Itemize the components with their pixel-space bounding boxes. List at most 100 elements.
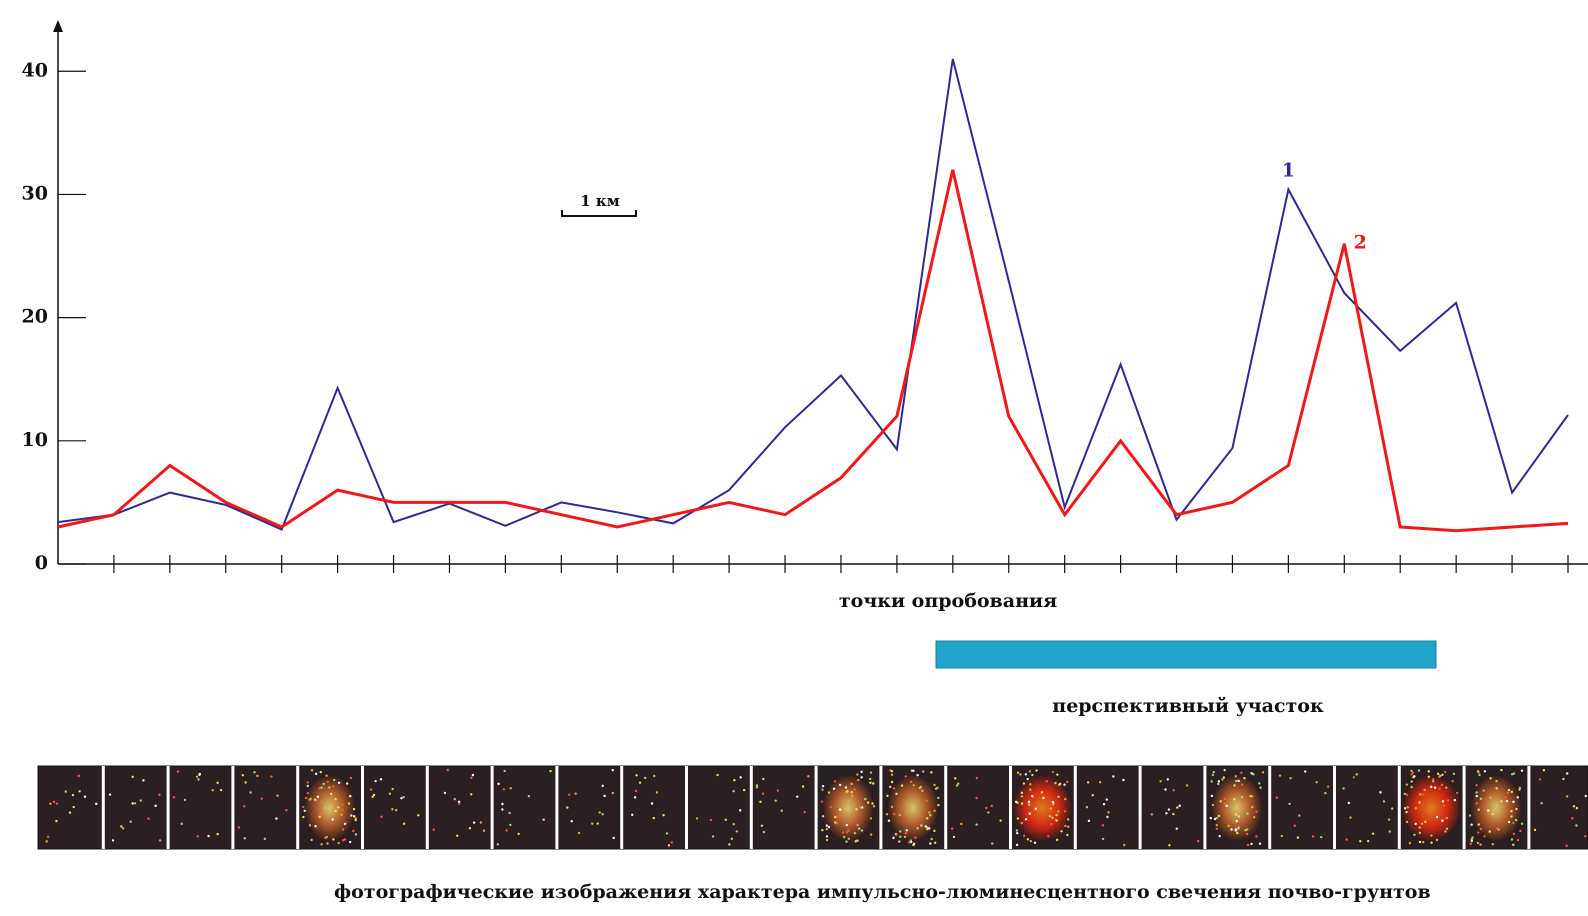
photo-dot	[1488, 830, 1490, 832]
photo-divider	[1527, 766, 1530, 849]
photo-dot	[712, 835, 714, 837]
photo-dot	[456, 835, 458, 837]
photo-dot	[826, 835, 828, 837]
photo-dot	[332, 785, 334, 787]
photo-dot	[1235, 780, 1237, 782]
photo-dot	[906, 829, 908, 831]
photo-dot	[807, 775, 809, 777]
photo-dot	[1289, 777, 1291, 779]
photo-dot	[803, 811, 805, 813]
photo-dot	[1224, 803, 1226, 805]
photo-dot	[1562, 778, 1564, 780]
photo-dot	[1405, 811, 1407, 813]
photo-dot	[1237, 827, 1239, 829]
photo-dot	[1492, 843, 1494, 845]
photo-dot	[1342, 787, 1344, 789]
photo-dot	[1021, 795, 1023, 797]
photo-dot	[497, 843, 499, 845]
photo-dot	[330, 793, 332, 795]
photo-dot	[528, 795, 530, 797]
photo-dot	[320, 843, 322, 845]
photo-dot	[350, 814, 352, 816]
photo-dot	[933, 830, 935, 832]
photo-dot	[1057, 796, 1059, 798]
photo-dot	[350, 777, 352, 779]
photo-dot	[1304, 770, 1306, 772]
photo-dot	[1517, 796, 1519, 798]
photo-dot	[510, 787, 512, 789]
photo-divider	[296, 766, 299, 849]
photo-dot	[326, 842, 328, 844]
photo-dot	[631, 814, 633, 816]
photo-glow	[1401, 774, 1461, 842]
photo-dot	[1439, 775, 1441, 777]
photo-dot	[131, 776, 133, 778]
photo-dot	[731, 838, 733, 840]
photo-dot	[1512, 844, 1514, 846]
photo-dot	[112, 839, 114, 841]
photo-dot	[184, 799, 186, 801]
photo-dot	[1345, 838, 1347, 840]
photo-dot	[848, 838, 850, 840]
photo-dot	[929, 842, 931, 844]
photo-dot	[391, 808, 393, 810]
photo-dot	[380, 778, 382, 780]
photo-dot	[352, 830, 354, 832]
photo-dot	[1418, 801, 1420, 803]
photo-dot	[69, 811, 71, 813]
y-tick-label: 30	[22, 182, 48, 204]
photo-dot	[867, 801, 869, 803]
photo-dot	[505, 829, 507, 831]
photo-dot	[335, 810, 337, 812]
photo-dot	[309, 798, 311, 800]
photo-dot	[953, 836, 955, 838]
photo-dot	[338, 782, 340, 784]
photo-dot	[470, 793, 472, 795]
photo-divider	[1203, 766, 1206, 849]
photo-dot	[373, 794, 375, 796]
photo-dot	[1512, 822, 1514, 824]
photo-dot	[612, 769, 614, 771]
photo-dot	[761, 824, 763, 826]
photo-dot	[1471, 840, 1473, 842]
photo-dot	[1221, 778, 1223, 780]
photo-dot	[1219, 835, 1221, 837]
photo-dot	[935, 788, 937, 790]
page: {"chart_data": {"type": "line", "categor…	[0, 0, 1588, 916]
photo-dot	[566, 806, 568, 808]
photo-dot	[1250, 843, 1252, 845]
photo-dot	[1415, 823, 1417, 825]
photo-dot	[542, 819, 544, 821]
photo-dot	[926, 828, 928, 830]
photo-dot	[1235, 775, 1237, 777]
photo-dot	[1315, 781, 1317, 783]
photo-dot	[1430, 786, 1432, 788]
photo-dot	[243, 805, 245, 807]
photo-dot	[1102, 824, 1104, 826]
photo-dot	[899, 814, 901, 816]
photo-dot	[1031, 795, 1033, 797]
photo-dot	[1511, 838, 1513, 840]
photo-dot	[302, 816, 304, 818]
photo-dot	[1233, 798, 1235, 800]
photo-dot	[570, 820, 572, 822]
photo-dot	[1164, 788, 1166, 790]
photo-dot	[937, 804, 939, 806]
photo-dot	[842, 831, 844, 833]
photo-dot	[899, 830, 901, 832]
photo-dot	[910, 841, 912, 843]
photo-dot	[568, 794, 570, 796]
photo-dot	[1186, 784, 1188, 786]
photo-dot	[349, 795, 351, 797]
photo-dot	[1223, 776, 1225, 778]
photo-dot	[458, 802, 460, 804]
photo-dot	[1064, 810, 1066, 812]
zone-label: перспективный участок	[1052, 695, 1324, 717]
photo-dot	[830, 806, 832, 808]
photo-dot	[129, 821, 131, 823]
photo-dot	[864, 798, 866, 800]
y-tick-label: 40	[22, 59, 48, 81]
photo-dot	[1238, 780, 1240, 782]
photo-dot	[314, 798, 316, 800]
photo-dot	[341, 803, 343, 805]
